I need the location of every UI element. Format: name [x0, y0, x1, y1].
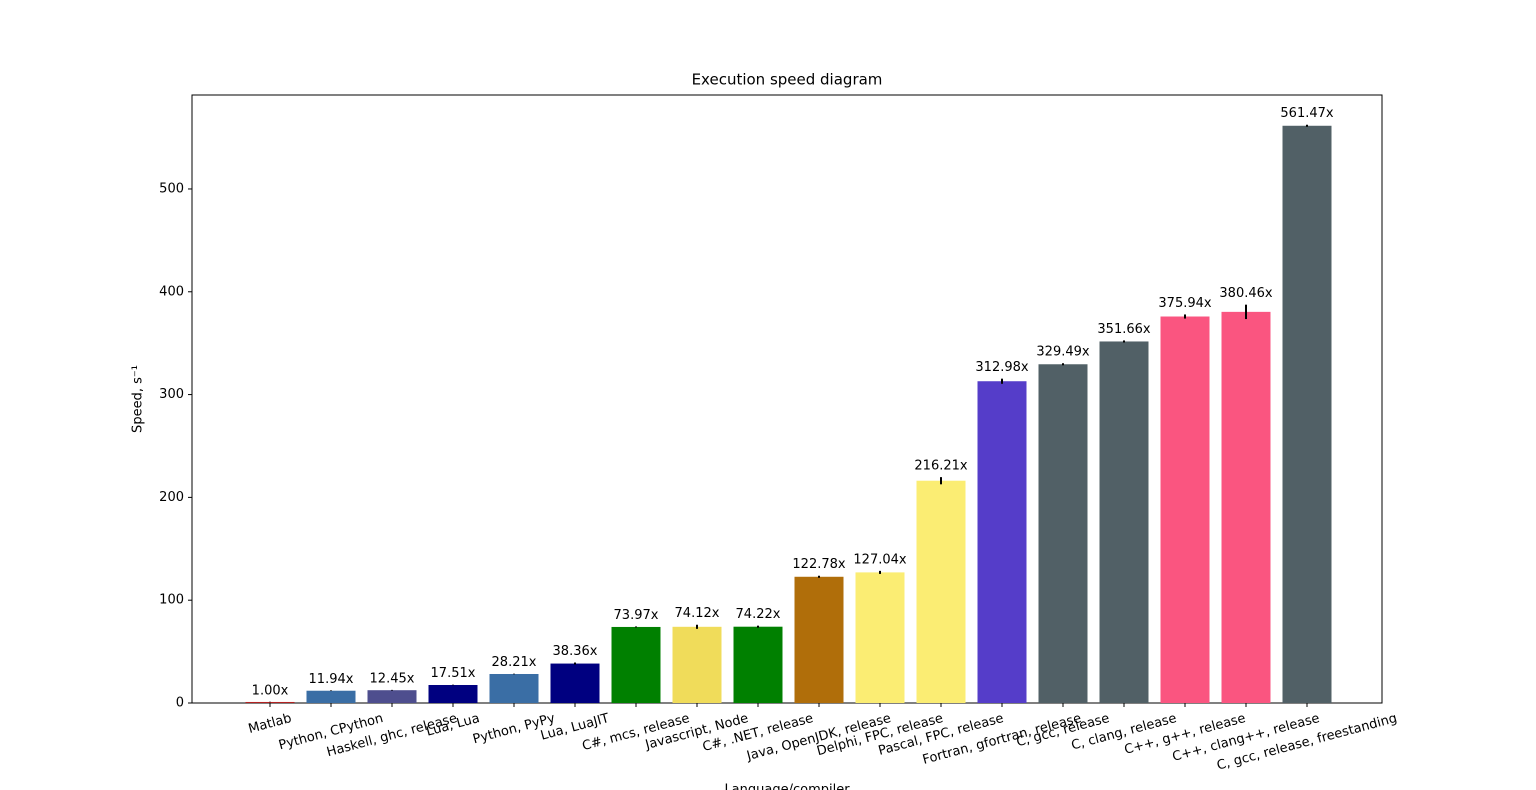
bar — [245, 701, 295, 703]
bar — [1221, 311, 1271, 703]
bar — [916, 480, 966, 703]
value-label: 380.46x — [1219, 286, 1272, 301]
x-tick-label: Matlab — [247, 711, 294, 737]
bar — [855, 572, 905, 703]
value-label: 375.94x — [1158, 296, 1211, 311]
value-label: 1.00x — [252, 683, 289, 698]
value-label: 17.51x — [431, 666, 476, 681]
value-label: 329.49x — [1036, 345, 1089, 360]
value-label: 38.36x — [553, 644, 598, 659]
bar — [1282, 125, 1332, 704]
value-label: 11.94x — [309, 672, 354, 687]
bar — [1160, 316, 1210, 703]
y-axis-label: Speed, s⁻¹ — [131, 365, 146, 433]
bar — [428, 684, 478, 703]
x-axis-label: Language/compiler — [724, 783, 850, 790]
value-label: 561.47x — [1280, 106, 1333, 121]
value-label: 122.78x — [792, 557, 845, 572]
bar — [733, 626, 783, 703]
y-tick-label: 100 — [159, 593, 184, 608]
bar — [306, 690, 356, 703]
bar — [611, 626, 661, 703]
value-label: 12.45x — [370, 671, 415, 686]
chart-title: Execution speed diagram — [692, 71, 883, 89]
bar — [977, 381, 1027, 703]
bar — [550, 663, 600, 703]
y-tick-label: 500 — [159, 181, 184, 196]
y-tick-label: 400 — [159, 284, 184, 299]
value-label: 28.21x — [492, 655, 537, 670]
plot-frame — [191, 94, 1383, 704]
value-label: 312.98x — [975, 360, 1028, 375]
value-label: 216.21x — [914, 459, 967, 474]
bar — [1099, 341, 1149, 703]
value-label: 74.12x — [675, 606, 720, 621]
bar — [367, 690, 417, 703]
y-tick-label: 0 — [176, 696, 184, 711]
bar — [1038, 364, 1088, 703]
y-tick-label: 300 — [159, 387, 184, 402]
y-tick-label: 200 — [159, 490, 184, 505]
value-label: 74.22x — [736, 607, 781, 622]
value-label: 351.66x — [1097, 322, 1150, 337]
bar — [794, 576, 844, 703]
value-label: 73.97x — [614, 608, 659, 623]
bar — [489, 673, 539, 703]
value-label: 127.04x — [853, 552, 906, 567]
bar — [672, 626, 722, 703]
